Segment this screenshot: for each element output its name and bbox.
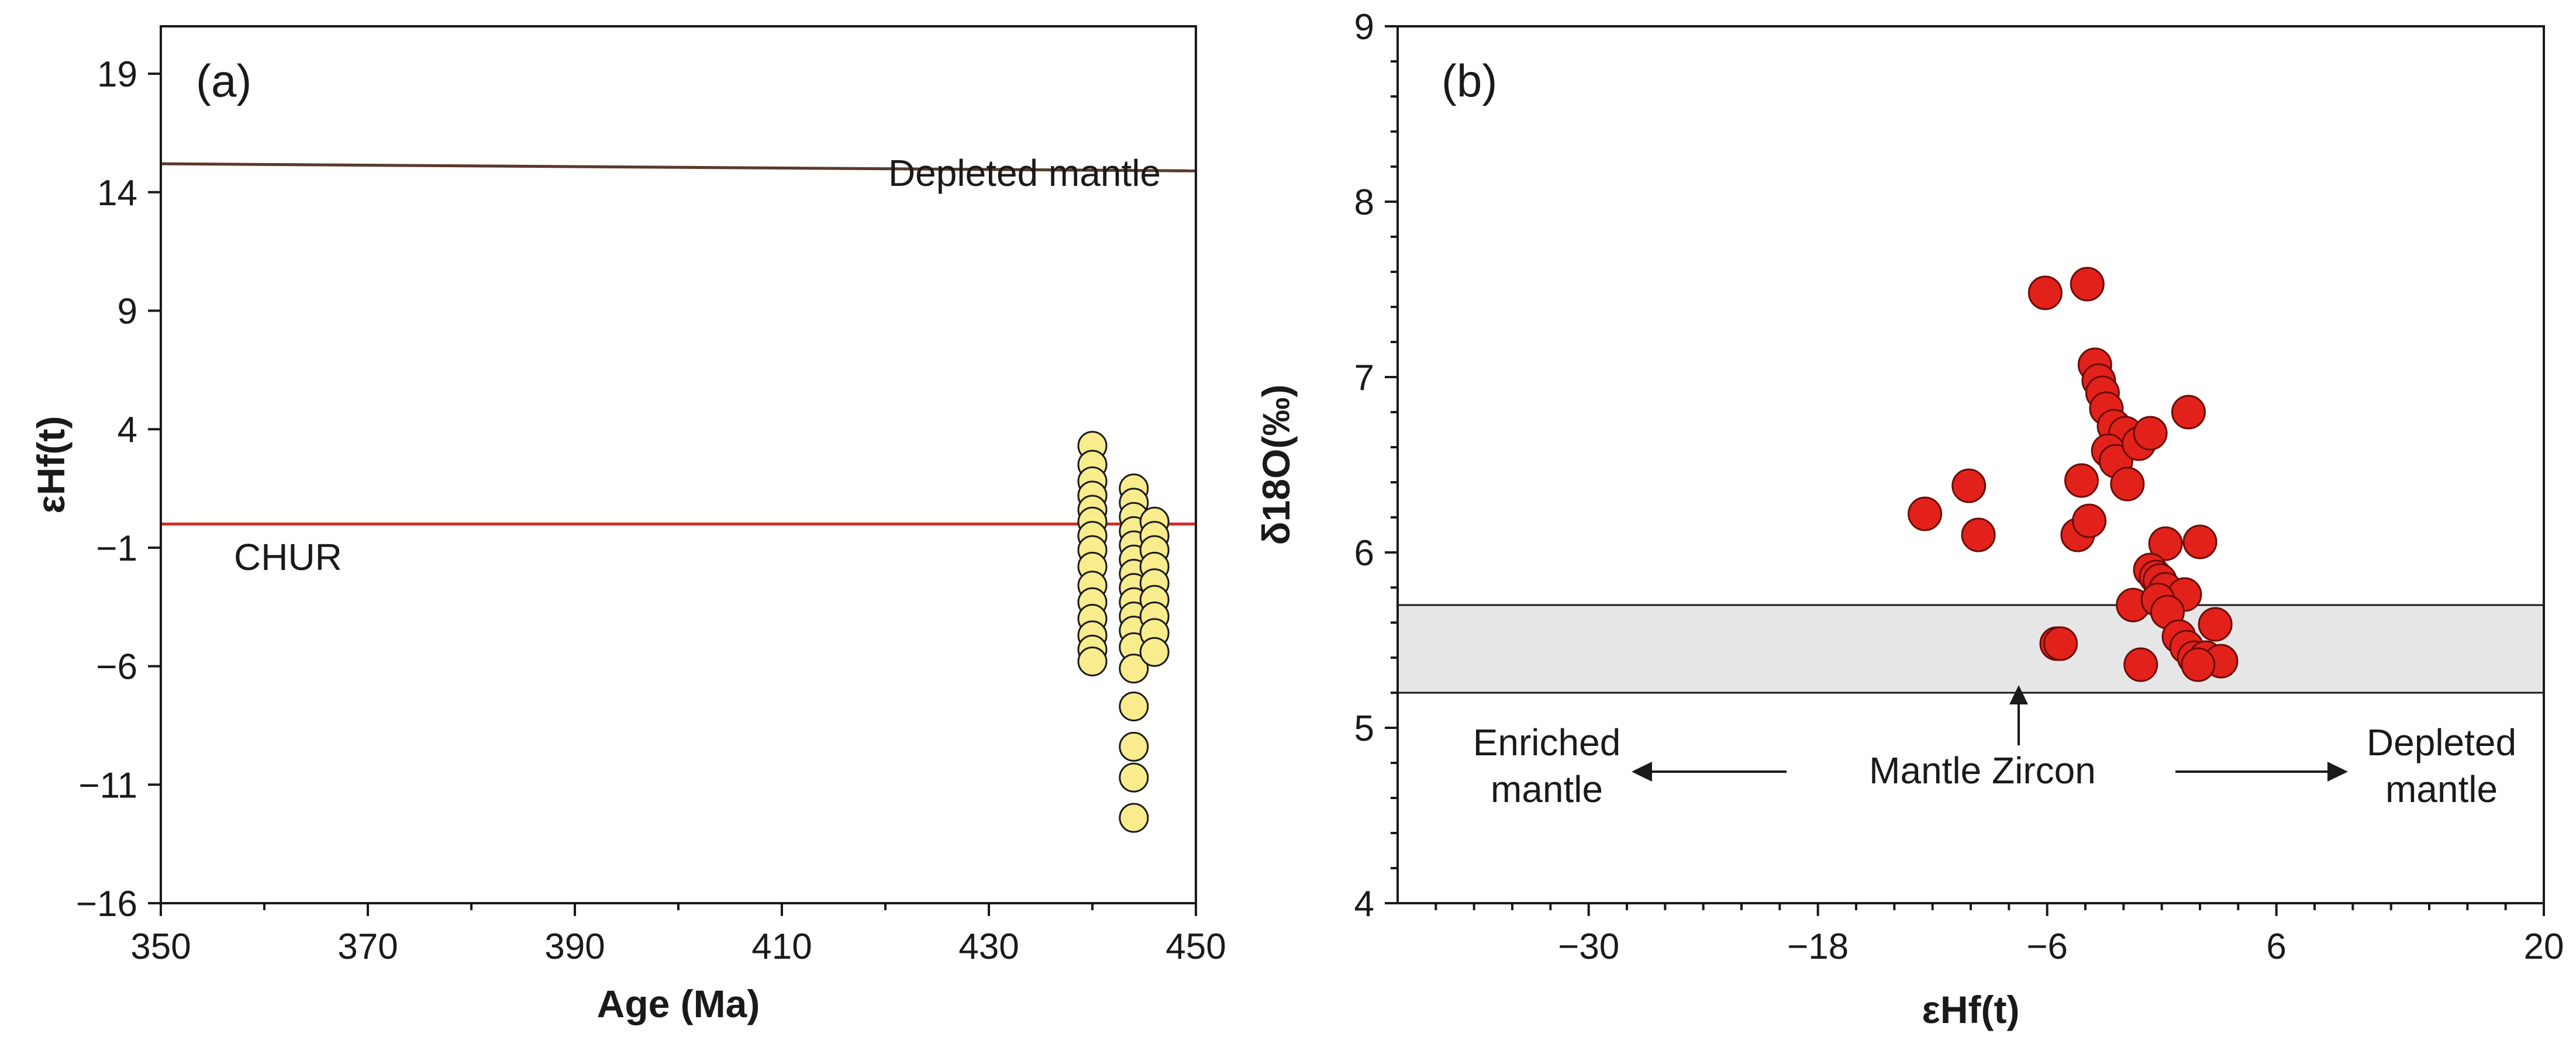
panel-b-point	[2027, 275, 2063, 310]
enriched-arrowhead	[1632, 762, 1652, 782]
enriched-label-line1: Enriched	[1473, 721, 1621, 763]
panel-b-point	[1908, 496, 1943, 531]
panel-b-x-tick-label: 20	[2524, 927, 2564, 967]
panel-a-y-axis-title: εHf(t)	[29, 416, 73, 514]
panel-b-x-tick-label: −30	[1558, 927, 1619, 967]
panel-b-point	[2181, 647, 2216, 682]
panel-b-x-tick-label: 6	[2266, 927, 2286, 967]
mantle-zircon-label: Mantle Zircon	[1869, 749, 2096, 792]
panel-a-x-tick-label: 430	[958, 927, 1019, 967]
panel-a-point	[1077, 646, 1108, 676]
panel-b-point	[2198, 607, 2233, 642]
depleted-label-line1: Depleted	[2367, 721, 2516, 763]
annotation-arrows	[1632, 685, 2348, 782]
panel-b-point	[2043, 626, 2078, 661]
panel-a-point	[1119, 731, 1149, 762]
panel-b-point	[2171, 395, 2206, 430]
panel-b-point	[2123, 647, 2158, 682]
panel-b-x-tick-label: −6	[2026, 927, 2068, 967]
reference-line-depleted-mantle	[160, 162, 1196, 172]
panel-b-y-tick-label: 5	[1354, 709, 1374, 749]
panel-b-x-axis-title: εHf(t)	[1922, 988, 2020, 1031]
panel-a-point	[1139, 637, 1170, 667]
panel-b-x-tick-label: −18	[1787, 927, 1849, 967]
panel-b-point	[2110, 467, 2145, 502]
panel-a-x-tick-label: 390	[544, 927, 605, 967]
enriched-label-line2: mantle	[1491, 768, 1603, 810]
panel-b-label: (b)	[1442, 55, 1497, 106]
panel-a-point	[1119, 654, 1149, 684]
panel-a-y-tick-label: −6	[96, 647, 137, 687]
panel-b-y-tick-label: 9	[1354, 7, 1374, 47]
depleted-mantle-label: Depleted mantle	[888, 152, 1161, 194]
panel-b-chart: −30 −18 −6 6 20 4 5 6 7 8 9 (b) Mantle Zircon Enr…	[1254, 7, 2564, 1031]
panel-a-y-tick-label: 4	[118, 410, 137, 450]
mantle-zircon-arrowhead	[2009, 685, 2028, 704]
panel-a-y-tick-label: 14	[97, 173, 137, 213]
panel-b-y-tick-label: 6	[1354, 533, 1374, 573]
panel-a-y-tick-label: 19	[97, 54, 137, 95]
panel-b-y-axis-title: δ18O(‰)	[1254, 385, 1298, 545]
chur-label: CHUR	[234, 536, 342, 578]
panel-a-x-tick-label: 450	[1165, 927, 1226, 967]
mantle-zircon-band	[1396, 604, 2545, 694]
panel-a-label: (a)	[196, 55, 251, 106]
panel-b-point	[2182, 524, 2218, 559]
panel-b-point	[2072, 503, 2107, 538]
panel-b-point	[2133, 416, 2168, 451]
panel-a-plot-area	[161, 26, 1196, 903]
depleted-arrowhead	[2327, 762, 2348, 782]
panel-b-point	[1961, 517, 1996, 552]
panel-a-x-tick-label: 350	[130, 927, 191, 967]
panel-b-y-tick-label: 4	[1354, 884, 1374, 924]
panel-b-point	[2070, 267, 2105, 302]
panel-a-y-tick-label: −1	[96, 528, 137, 569]
panel-b-point	[2064, 463, 2099, 498]
panel-a-point	[1119, 692, 1149, 722]
panel-a-point	[1119, 762, 1149, 793]
panel-a-x-tick-label: 370	[337, 927, 398, 967]
panel-a-x-tick-label: 410	[751, 927, 812, 967]
panel-a-point	[1119, 803, 1149, 833]
panel-b-point	[2148, 526, 2183, 561]
panel-a-x-axis-title: Age (Ma)	[597, 982, 760, 1025]
panel-a-y-tick-label: −16	[76, 884, 137, 924]
panel-b-y-tick-label: 7	[1354, 358, 1374, 398]
panel-b-plot-area	[1398, 26, 2544, 903]
panel-b-point	[1951, 468, 1987, 503]
panel-a-y-tick-label: −11	[78, 765, 137, 806]
panel-a-y-tick-label: 9	[118, 291, 137, 331]
depleted-label-line2: mantle	[2385, 768, 2498, 810]
panel-b-y-tick-label: 8	[1354, 182, 1374, 223]
